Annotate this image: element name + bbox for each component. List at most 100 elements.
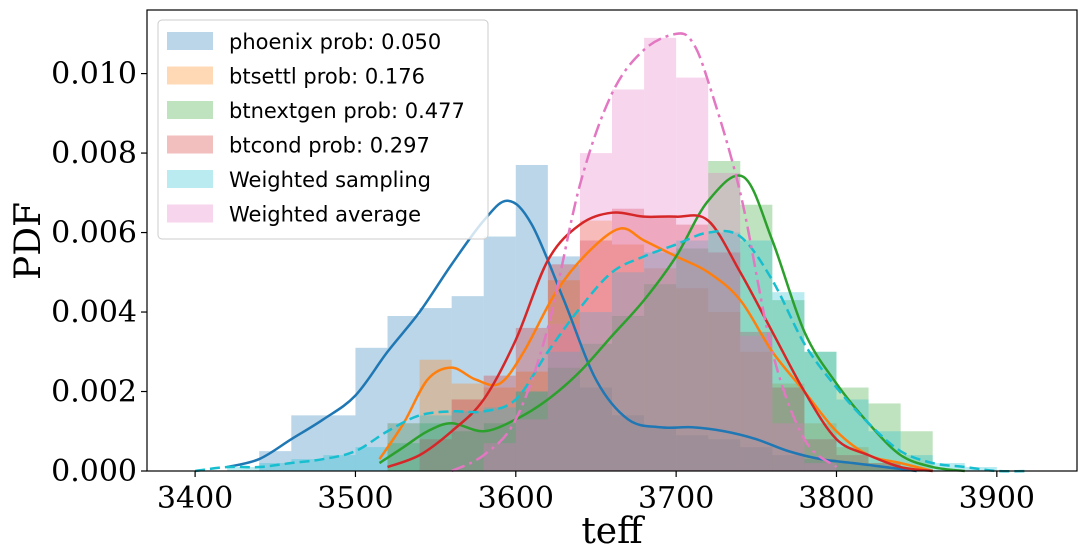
hist-bar [836,387,869,471]
hist-bar [772,455,805,471]
x-tick-label: 3600 [478,481,554,516]
kde-line-btcond-prob-0-297 [387,211,933,473]
hist-bar [676,435,709,471]
hist-bar [451,296,484,471]
hist-bar [676,77,709,471]
hist-bar [740,447,773,471]
y-tick-label: 0.000 [51,454,137,489]
histogram-layer [227,37,997,472]
hist-bar [676,288,709,471]
histogram-btnextgen-prob-0-477 [387,161,933,471]
legend-label: Weighted average [229,203,421,227]
kde-line-weighted-average [451,32,838,473]
legend-swatch [167,170,213,188]
hist-bar [355,347,388,471]
hist-bar [547,256,580,471]
y-tick-label: 0.002 [51,375,137,410]
hist-bar [932,463,965,471]
hist-bar [708,439,741,471]
hist-bar [644,427,677,471]
hist-bar [259,463,292,471]
y-tick-label: 0.010 [51,57,137,92]
hist-bar [772,383,805,471]
hist-bar [708,172,741,472]
hist-bar [291,459,324,471]
hist-bar [547,351,580,471]
kde-line-btnextgen-prob-0-477 [378,174,965,473]
hist-bar [227,467,260,471]
y-tick-label: 0.008 [51,136,137,171]
hist-bar [387,316,420,471]
hist-bar [612,244,645,471]
x-tick-label: 3500 [317,481,393,516]
hist-bar [419,423,452,471]
legend-label: btcond prob: 0.297 [229,134,430,158]
hist-bar [740,351,773,471]
hist-bar [579,153,612,471]
legend: phoenix prob: 0.050 btsettl prob: 0.176 bt… [157,19,489,240]
histogram-phoenix-prob-0-050 [259,164,901,471]
hist-bar [483,443,516,471]
histogram-weighted-average [483,37,837,472]
hist-bar [612,208,645,471]
y-ticks: 0.000 0.002 0.004 0.006 0.008 0.010 [51,57,147,489]
hist-bar [676,224,709,471]
hist-bar [515,419,548,471]
legend-label: Weighted sampling [229,168,431,192]
hist-bar [483,407,516,471]
hist-bar [323,415,356,471]
hist-bar [836,463,869,471]
hist-bar [804,439,837,471]
legend-label: phoenix prob: 0.050 [229,30,441,54]
hist-bar [612,316,645,471]
y-tick-label: 0.004 [51,295,137,330]
hist-bar [515,371,548,471]
hist-bar [579,312,612,471]
hist-bar [579,387,612,471]
legend-label: btnextgen prob: 0.477 [229,99,465,123]
x-ticks: 3400 3500 3600 3700 3800 3900 [157,471,1035,516]
hist-bar [451,411,484,471]
hist-bar [804,463,837,471]
x-tick-label: 3400 [157,481,233,516]
x-tick-label: 3700 [638,481,714,516]
hist-bar [515,327,548,471]
kde-line-btsettl-prob-0-176 [378,227,933,473]
hist-bar [740,240,773,471]
x-tick-label: 3800 [798,481,874,516]
legend-box [157,19,489,240]
hist-bar [579,220,612,471]
kde-line-phoenix-prob-0-050 [226,199,917,473]
legend-swatch [167,101,213,119]
legend-swatch [167,135,213,154]
hist-bar [644,268,677,471]
hist-bar [676,240,709,471]
legend-label: btsettl prob: 0.176 [229,65,425,89]
kde-line-weighted-sampling [194,229,1029,473]
hist-bar [740,204,773,471]
hist-bar [740,331,773,471]
y-axis-label: PDF [8,202,49,280]
legend-swatch [167,204,213,223]
hist-bar [547,323,580,471]
legend-swatch [167,66,213,85]
hist-bar [676,248,709,471]
hist-bar [964,467,997,471]
y-tick-label: 0.006 [51,216,137,251]
histogram-weighted-sampling [227,232,997,471]
hist-bar [355,447,388,471]
kde-layer [194,32,1029,473]
x-tick-label: 3900 [959,481,1035,516]
hist-bar [612,89,645,471]
plot-frame [146,9,1078,472]
hist-bar [804,459,837,471]
hist-bar [868,467,901,471]
x-axis-label: teff [581,511,645,552]
legend-swatch [167,32,213,50]
hist-bar [644,284,677,471]
hist-bar [644,252,677,471]
hist-bar [708,312,741,471]
hist-bar [708,161,741,471]
hist-bar [323,455,356,471]
